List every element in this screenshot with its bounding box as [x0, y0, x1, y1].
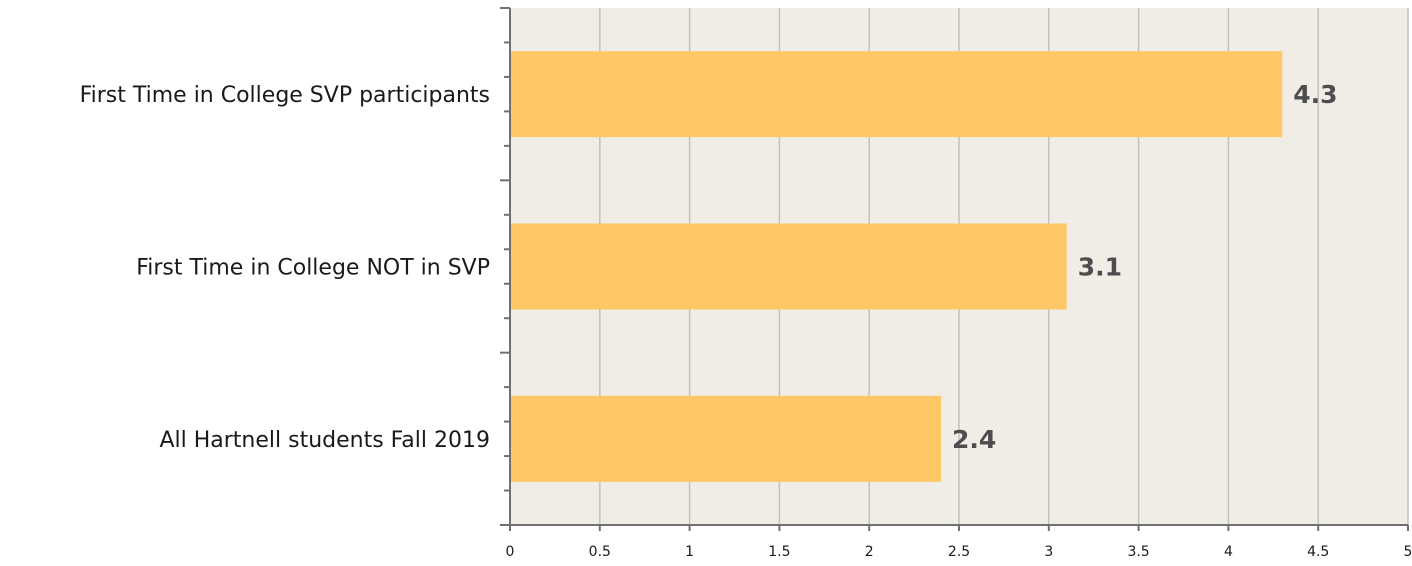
- x-tick-label: 0: [506, 544, 515, 560]
- axes: [500, 7, 1409, 531]
- x-tick-label: 1.5: [768, 544, 790, 560]
- x-tick-label: 3: [1044, 544, 1053, 560]
- data-label: 3.1: [1078, 253, 1122, 282]
- bar: [510, 223, 1067, 310]
- category-label: First Time in College NOT in SVP: [136, 256, 490, 281]
- x-tick-label: 5: [1404, 544, 1412, 560]
- data-label: 4.3: [1293, 80, 1337, 109]
- bar: [510, 51, 1283, 138]
- x-tick-label: 2.5: [948, 544, 970, 560]
- x-tick-label: 2: [865, 544, 874, 560]
- x-axis-tick-labels: 0 0.5 1 1.5 2 2.5 3 3.5 4 4.5 5: [506, 544, 1412, 560]
- x-tick-label: 3.5: [1127, 544, 1149, 560]
- bar: [510, 395, 942, 482]
- x-tick-label: 1: [685, 544, 694, 560]
- category-labels: First Time in College SVP participants Fi…: [80, 83, 490, 453]
- x-tick-label: 4.5: [1307, 544, 1329, 560]
- category-label: First Time in College SVP participants: [80, 83, 490, 108]
- data-label: 2.4: [952, 425, 996, 454]
- x-tick-label: 0.5: [589, 544, 611, 560]
- category-label: All Hartnell students Fall 2019: [159, 428, 490, 453]
- bars: [510, 51, 1283, 482]
- data-labels: 4.3 3.1 2.4: [952, 80, 1338, 454]
- x-tick-label: 4: [1224, 544, 1233, 560]
